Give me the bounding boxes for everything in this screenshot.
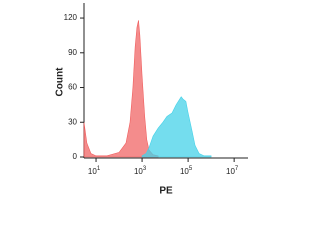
x-tick-base: 10 — [134, 167, 143, 176]
y-tick-label: 30 — [68, 117, 77, 126]
x-tick-label: 103 — [134, 166, 147, 177]
y-tick-label: 120 — [64, 13, 78, 22]
y-tick-label: 90 — [68, 48, 77, 57]
x-tick-exponent: 3 — [143, 166, 147, 172]
x-tick-exponent: 7 — [235, 166, 239, 172]
y-tick-label: 0 — [73, 152, 78, 161]
x-tick-exponent: 1 — [97, 166, 101, 172]
x-axis-title: PE — [159, 186, 173, 197]
x-tick-label: 105 — [180, 166, 193, 177]
histogram-area — [83, 20, 159, 158]
x-tick-base: 10 — [226, 167, 235, 176]
x-tick-base: 10 — [88, 167, 97, 176]
y-axis-title: Count — [55, 67, 66, 97]
x-tick-base: 10 — [180, 167, 189, 176]
x-tick-exponent: 5 — [189, 166, 193, 172]
x-tick-label: 107 — [226, 166, 239, 177]
histogram-area — [141, 96, 212, 158]
x-tick-label: 101 — [88, 166, 101, 177]
y-tick-label: 60 — [68, 83, 77, 92]
